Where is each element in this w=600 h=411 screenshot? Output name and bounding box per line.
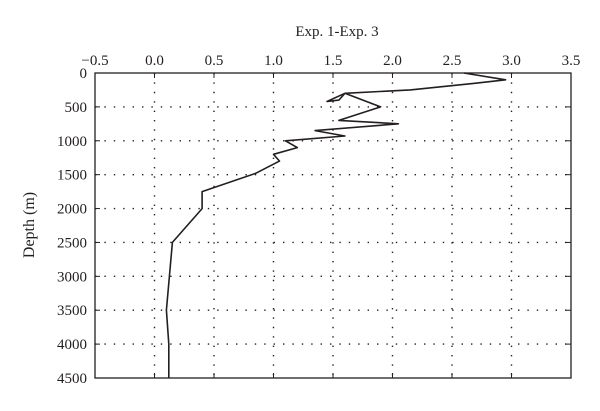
x-tick-labels: −0.5 0.0 0.5 1.0 1.5 2.0 2.5 3.0 3.5	[81, 53, 580, 69]
x-tick-label: 0.5	[205, 53, 224, 69]
x-tick-label: 0.0	[145, 53, 164, 69]
plot-frame	[94, 72, 572, 379]
y-tick-label: 1500	[57, 168, 87, 184]
y-tick-label: 4500	[57, 371, 87, 387]
x-tick-label: 2.0	[383, 53, 402, 69]
series-line	[165, 72, 507, 378]
y-tick-label: 0	[80, 66, 88, 82]
x-tick-label: 1.5	[324, 53, 343, 69]
y-tick-label: 500	[65, 100, 88, 116]
grid	[95, 73, 571, 378]
series-group	[165, 72, 507, 378]
x-tick-label: −0.5	[81, 53, 108, 69]
y-tick-label: 3000	[57, 269, 87, 285]
y-tick-label: 2000	[57, 202, 87, 218]
chart-title: Exp. 1-Exp. 3	[295, 24, 378, 40]
y-tick-label: 3500	[57, 303, 87, 319]
ticks	[94, 72, 572, 379]
y-tick-label: 2500	[57, 235, 87, 251]
y-tick-labels: 0 500 1000 1500 2000 2500 3000 3500 4000 4500	[57, 66, 87, 387]
x-tick-label: 1.0	[264, 53, 283, 69]
x-tick-label: 3.5	[562, 53, 581, 69]
x-tick-label: 2.5	[443, 53, 462, 69]
x-tick-label: 3.0	[502, 53, 521, 69]
y-tick-label: 1000	[57, 134, 87, 150]
y-tick-label: 4000	[57, 337, 87, 353]
y-axis-label: Depth (m)	[21, 192, 38, 258]
